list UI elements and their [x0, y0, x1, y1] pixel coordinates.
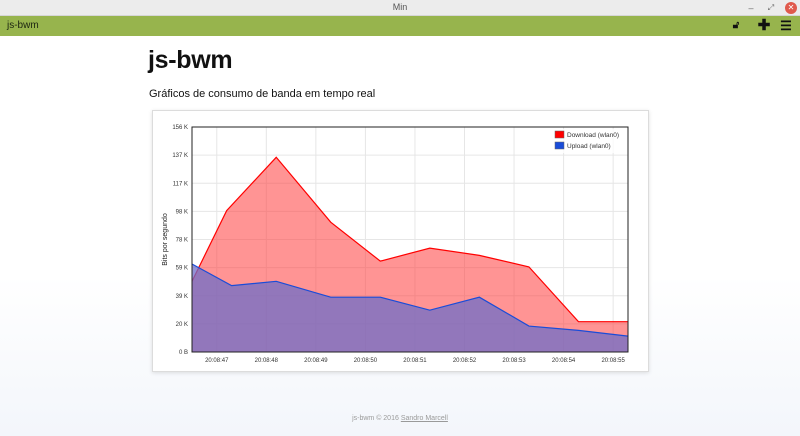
- x-tick-label: 20:08:48: [255, 358, 279, 364]
- upload-area: [192, 264, 628, 352]
- window-title: Min: [392, 2, 408, 12]
- bandwidth-chart: 0 B 20 K 39 K 59 K 78 K 98 K 117 K 137 K 156 K 20…: [162, 125, 629, 364]
- page-title: js-bwm: [148, 46, 233, 74]
- x-tick-label: 20:08:47: [205, 358, 229, 364]
- plot-border: [191, 126, 629, 353]
- download-line: [191, 156, 628, 323]
- bandwidth-chart-container: 0 B 20 K 39 K 59 K 78 K 98 K 117 K 137 K 156 K 20…: [152, 110, 649, 372]
- legend-label: Upload (wlan0): [567, 143, 611, 150]
- x-tick-label: 20:08:52: [453, 358, 477, 364]
- x-tick-label: 20:08:51: [403, 358, 427, 364]
- x-tick-label: 20:08:53: [502, 358, 526, 364]
- y-tick-label: 0 B: [179, 350, 188, 356]
- y-tick-label: 20 K: [176, 322, 188, 328]
- y-tick-label: 59 K: [176, 266, 188, 272]
- upload-line: [191, 263, 629, 337]
- window-titlebar: Min – ⤢ ✕: [0, 0, 800, 16]
- y-tick-label: 98 K: [176, 209, 188, 215]
- footer-text: js-bwm © 2016: [352, 415, 399, 422]
- y-tick-label: 117 K: [173, 181, 188, 187]
- legend-swatch: [554, 130, 565, 139]
- legend-label: Download (wlan0): [567, 132, 619, 139]
- x-tick-label: 20:08:50: [354, 358, 378, 364]
- y-tick-label: 156 K: [172, 125, 188, 131]
- app-title: js-bwm: [7, 20, 39, 31]
- y-axis-label: Bits por segundo: [162, 213, 169, 266]
- add-tab-button[interactable]: ✚: [757, 17, 771, 34]
- x-tick-label: 20:08:55: [601, 358, 625, 364]
- page-subtitle: Gráficos de consumo de banda em tempo re…: [149, 88, 376, 100]
- x-tick-label: 20:08:54: [552, 358, 576, 364]
- maximize-button[interactable]: ⤢: [767, 3, 775, 12]
- x-tick-label: 20:08:49: [304, 358, 328, 364]
- close-button[interactable]: ✕: [785, 2, 797, 14]
- footer: js-bwm © 2016 Sandro Marcell: [0, 415, 800, 422]
- menu-button[interactable]: ☰: [780, 18, 792, 33]
- y-tick-label: 137 K: [172, 153, 188, 159]
- lock-icon[interactable]: 🔓︎: [732, 20, 740, 31]
- y-tick-label: 39 K: [176, 294, 188, 300]
- minimize-button[interactable]: –: [748, 3, 754, 13]
- app-toolbar: js-bwm 🔓︎ ✚ ☰: [0, 16, 800, 36]
- page-content: js-bwm Gráficos de consumo de banda em t…: [0, 36, 800, 436]
- y-tick-label: 78 K: [176, 238, 188, 244]
- legend-swatch: [554, 141, 565, 150]
- footer-author-link[interactable]: Sandro Marcell: [400, 415, 448, 422]
